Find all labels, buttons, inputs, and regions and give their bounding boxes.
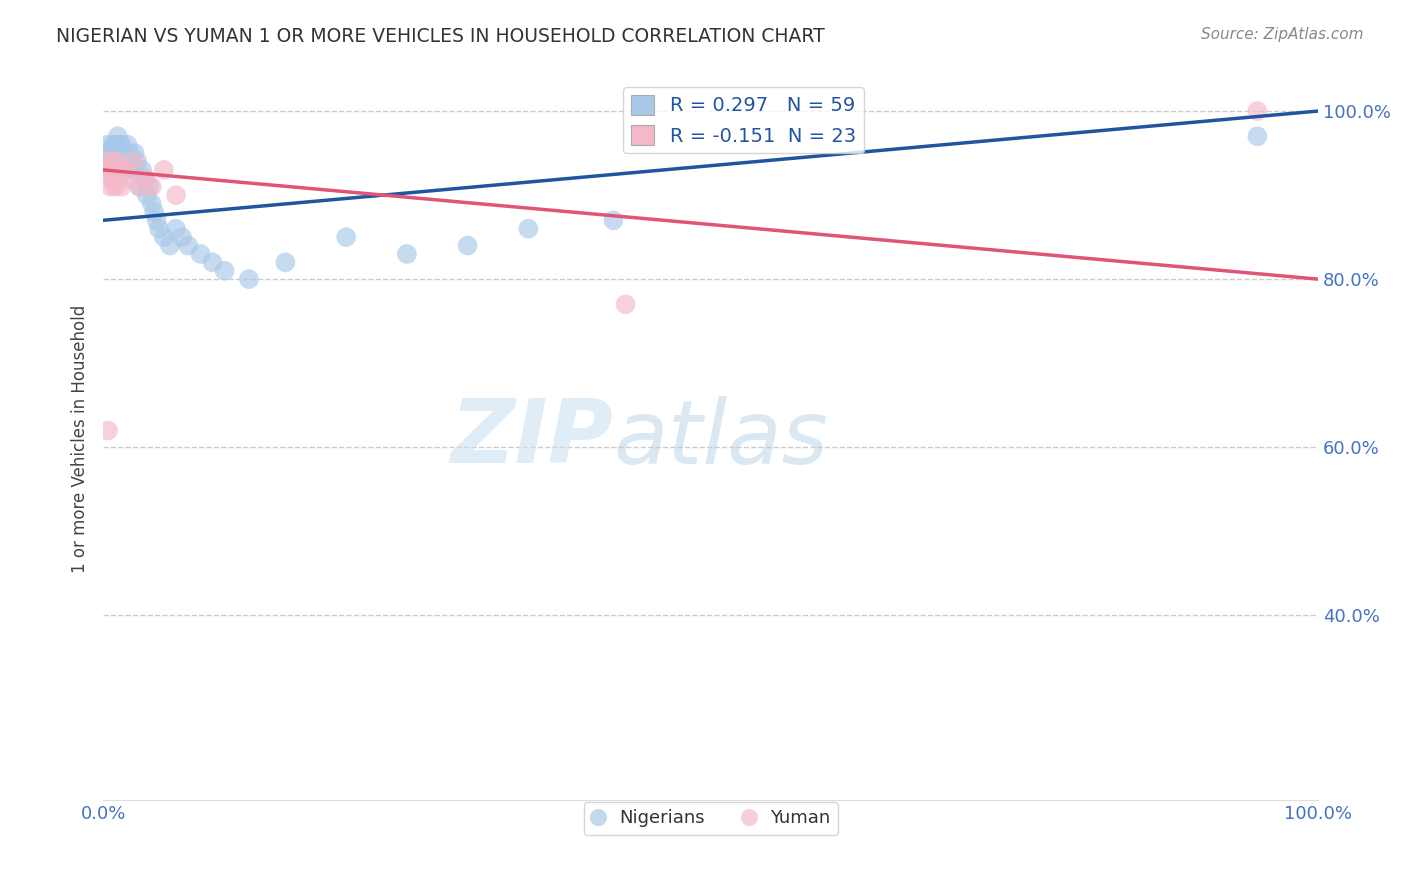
- Point: [108, 171, 131, 186]
- Point: [602, 213, 624, 227]
- Point: [118, 146, 141, 161]
- Point: [101, 154, 124, 169]
- Point: [1246, 129, 1268, 144]
- Point: [107, 146, 129, 161]
- Text: ZIP: ZIP: [451, 395, 613, 483]
- Point: [122, 162, 145, 177]
- Point: [153, 162, 176, 177]
- Point: [141, 196, 163, 211]
- Point: [110, 137, 132, 152]
- Point: [94, 154, 117, 169]
- Point: [98, 171, 121, 186]
- Point: [114, 146, 136, 161]
- Point: [153, 230, 176, 244]
- Point: [108, 137, 131, 152]
- Point: [110, 146, 132, 161]
- Point: [117, 162, 139, 177]
- Point: [128, 179, 150, 194]
- Point: [115, 154, 138, 169]
- Point: [103, 171, 125, 186]
- Y-axis label: 1 or more Vehicles in Household: 1 or more Vehicles in Household: [72, 305, 89, 573]
- Point: [105, 137, 128, 152]
- Point: [148, 221, 170, 235]
- Point: [104, 137, 127, 152]
- Point: [274, 255, 297, 269]
- Point: [104, 146, 127, 161]
- Point: [117, 137, 139, 152]
- Point: [128, 179, 150, 194]
- Point: [108, 162, 131, 177]
- Point: [117, 171, 139, 186]
- Point: [614, 297, 637, 311]
- Point: [135, 171, 157, 186]
- Point: [177, 238, 200, 252]
- Point: [105, 154, 128, 169]
- Point: [131, 162, 153, 177]
- Point: [100, 146, 122, 161]
- Point: [108, 146, 131, 161]
- Point: [97, 424, 120, 438]
- Point: [98, 162, 121, 177]
- Point: [145, 213, 167, 227]
- Point: [100, 154, 122, 169]
- Point: [112, 162, 135, 177]
- Point: [127, 154, 149, 169]
- Point: [112, 162, 135, 177]
- Point: [97, 146, 120, 161]
- Point: [103, 146, 125, 161]
- Point: [201, 255, 224, 269]
- Point: [134, 171, 156, 186]
- Point: [96, 162, 118, 177]
- Point: [124, 146, 146, 161]
- Point: [188, 247, 211, 261]
- Point: [101, 154, 124, 169]
- Point: [122, 154, 145, 169]
- Point: [1246, 104, 1268, 119]
- Point: [97, 154, 120, 169]
- Point: [395, 247, 418, 261]
- Text: NIGERIAN VS YUMAN 1 OR MORE VEHICLES IN HOUSEHOLD CORRELATION CHART: NIGERIAN VS YUMAN 1 OR MORE VEHICLES IN …: [56, 27, 825, 45]
- Point: [111, 146, 134, 161]
- Point: [103, 162, 125, 177]
- Point: [138, 179, 160, 194]
- Point: [143, 205, 166, 219]
- Point: [96, 137, 118, 152]
- Point: [159, 238, 181, 252]
- Point: [107, 154, 129, 169]
- Point: [101, 137, 124, 152]
- Point: [172, 230, 194, 244]
- Point: [121, 154, 143, 169]
- Point: [335, 230, 357, 244]
- Point: [105, 162, 128, 177]
- Point: [110, 179, 132, 194]
- Text: Source: ZipAtlas.com: Source: ZipAtlas.com: [1201, 27, 1364, 42]
- Point: [214, 264, 236, 278]
- Point: [165, 221, 187, 235]
- Point: [100, 162, 122, 177]
- Point: [135, 188, 157, 202]
- Point: [457, 238, 479, 252]
- Point: [108, 154, 131, 169]
- Point: [104, 179, 127, 194]
- Point: [165, 188, 187, 202]
- Point: [107, 129, 129, 144]
- Point: [517, 221, 540, 235]
- Legend: Nigerians, Yuman: Nigerians, Yuman: [583, 802, 838, 835]
- Point: [111, 154, 134, 169]
- Point: [141, 179, 163, 194]
- Point: [238, 272, 260, 286]
- Point: [100, 179, 122, 194]
- Text: atlas: atlas: [613, 396, 828, 482]
